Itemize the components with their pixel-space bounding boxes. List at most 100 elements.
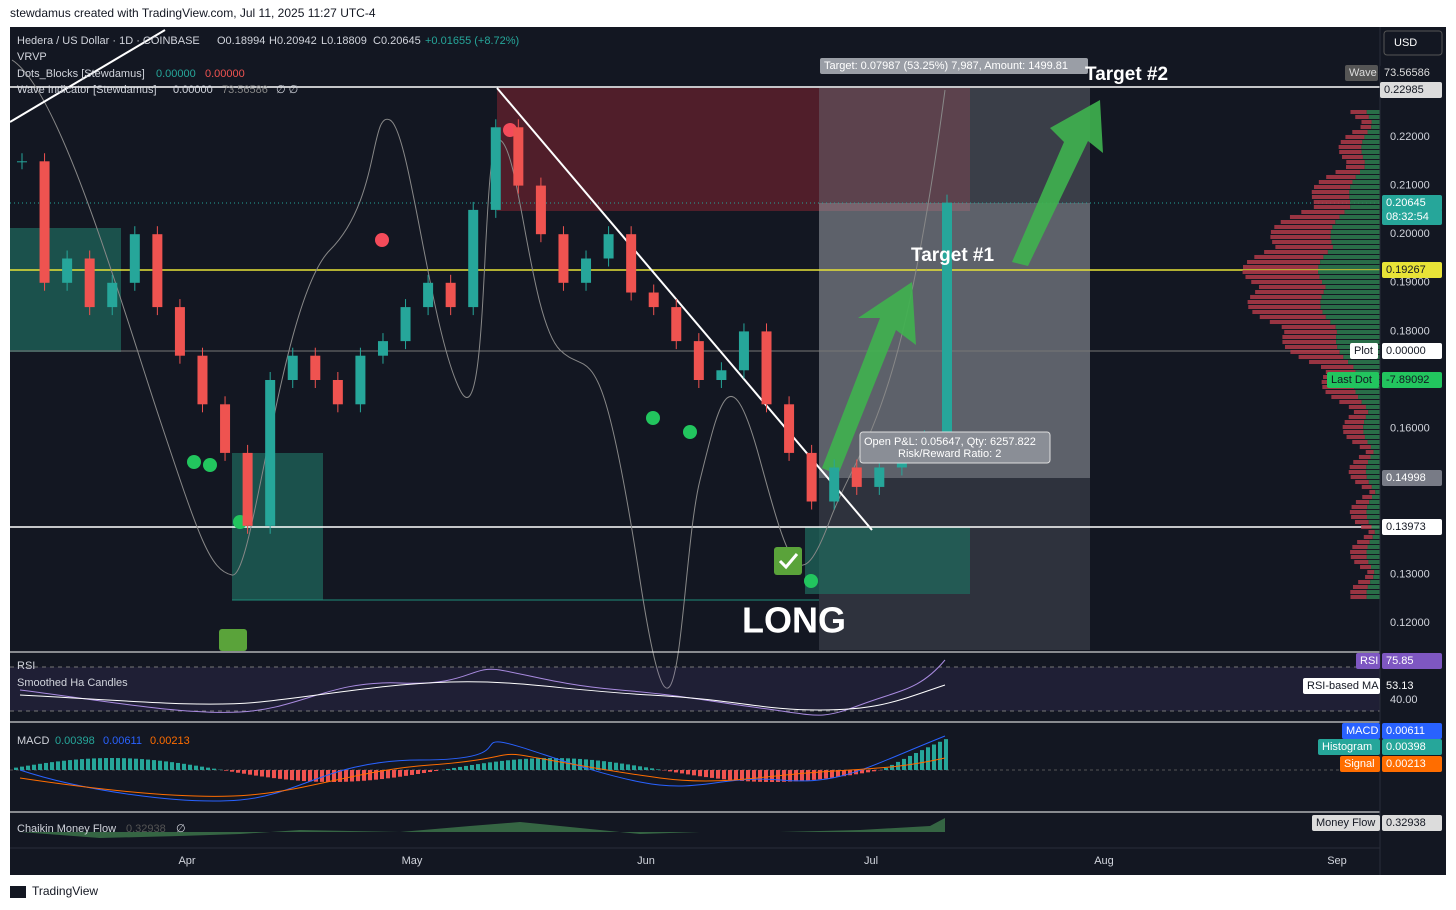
volume-bar [1323, 290, 1380, 294]
histogram-bar [674, 770, 678, 773]
histogram-bar [296, 770, 300, 781]
candle [829, 467, 840, 502]
histogram-bar [554, 758, 558, 770]
volume-bar [1346, 435, 1365, 439]
volume-bar [1367, 130, 1380, 134]
volume-bar [1270, 230, 1331, 234]
histogram-bar [476, 764, 480, 770]
candle [468, 209, 479, 308]
candle [626, 234, 637, 293]
histogram-bar [884, 767, 888, 770]
histogram-bar [428, 770, 432, 773]
price-tick-label: 0.22000 [1390, 131, 1430, 143]
volume-bar [1363, 430, 1380, 434]
volume-bar [1289, 215, 1340, 219]
volume-bar [1367, 545, 1380, 549]
arrow [1012, 100, 1103, 266]
histogram-bar [56, 761, 60, 770]
macd-line [19, 735, 946, 802]
volume-bar [1349, 195, 1380, 199]
histogram-bar [86, 758, 90, 770]
candle [265, 380, 276, 526]
volume-bar [1311, 195, 1350, 199]
supply-zone [497, 88, 970, 211]
volume-bar [1366, 475, 1380, 479]
histogram-bar [920, 750, 924, 770]
volume-bar [1254, 255, 1324, 259]
volume-bar [1348, 415, 1366, 419]
histogram-bar [308, 770, 312, 782]
volume-bar [1350, 205, 1380, 209]
volume-bar [1344, 420, 1365, 424]
macd-value: 0.00611 [103, 735, 142, 747]
cmf-tag: 0.32938 [1386, 817, 1426, 829]
volume-bar [1355, 390, 1380, 394]
volume-bar [1313, 185, 1351, 189]
histogram-bar [584, 759, 588, 770]
currency-button[interactable] [1383, 30, 1443, 56]
legend-change: +0.01655 (+8.72%) [425, 35, 519, 47]
volume-bar [1251, 280, 1323, 284]
volume-bar [1282, 340, 1337, 344]
volume-bar [1323, 255, 1380, 259]
histogram-bar [446, 768, 450, 770]
histogram-bar [848, 770, 852, 776]
volume-bar [1370, 455, 1380, 459]
volume-bar [1350, 185, 1380, 189]
hist-tag-bg [1382, 739, 1442, 755]
volume-bar [1290, 350, 1340, 354]
dot [375, 233, 389, 247]
dot [804, 574, 818, 588]
volume-bar [1252, 310, 1323, 314]
volume-bar [1366, 555, 1380, 559]
histogram-bar [596, 760, 600, 770]
histogram-bar [26, 765, 30, 770]
volume-bar [1352, 585, 1368, 589]
volume-bar [1367, 440, 1380, 444]
volume-bar [1350, 110, 1367, 114]
volume-bar [1353, 365, 1380, 369]
volume-bar [1355, 480, 1369, 484]
histogram-bar [482, 763, 486, 770]
signal-tag-bg [1382, 756, 1442, 772]
volume-bar [1335, 325, 1380, 329]
histogram-bar [80, 759, 84, 770]
legend-high: H0.20942 [269, 35, 317, 47]
volume-bar [1242, 270, 1319, 274]
rsi-ma-line [19, 681, 946, 711]
signal-line [19, 753, 946, 797]
volume-bar [1357, 540, 1370, 544]
volume-bar [1366, 465, 1380, 469]
volume-bar [1371, 565, 1380, 569]
position-text: Risk/Reward Ratio: 2 [898, 448, 1001, 460]
histogram-bar [146, 759, 150, 770]
volume-bar [1336, 335, 1380, 339]
volume-bar [1345, 165, 1365, 169]
volume-bar [1365, 470, 1380, 474]
price-tick-label: 0.21000 [1390, 180, 1430, 192]
volume-bar [1336, 340, 1380, 344]
volume-bar [1335, 170, 1360, 174]
volume-bar [1358, 580, 1371, 584]
long-label: LONG [742, 600, 846, 641]
hist-tag: 0.00398 [1386, 741, 1426, 753]
histogram-bar [14, 767, 18, 770]
volume-bar [1258, 285, 1326, 289]
histogram-bar [830, 770, 834, 778]
histogram-bar [236, 770, 240, 773]
histogram-bar [692, 770, 696, 776]
candle [671, 307, 682, 342]
time-tick-label: Jun [637, 855, 655, 867]
volume-bar [1243, 265, 1319, 269]
volume-bar [1327, 250, 1380, 254]
volume-bar [1269, 320, 1331, 324]
candle [287, 355, 298, 380]
hist-label-bg [1318, 739, 1380, 755]
volume-bar [1355, 500, 1370, 504]
histogram-bar [188, 764, 192, 770]
histogram-bar [314, 770, 318, 782]
target-2: Target #2 [1085, 64, 1168, 85]
histogram-bar [410, 770, 414, 775]
volume-bar [1348, 470, 1366, 474]
volume-bar [1350, 475, 1367, 479]
